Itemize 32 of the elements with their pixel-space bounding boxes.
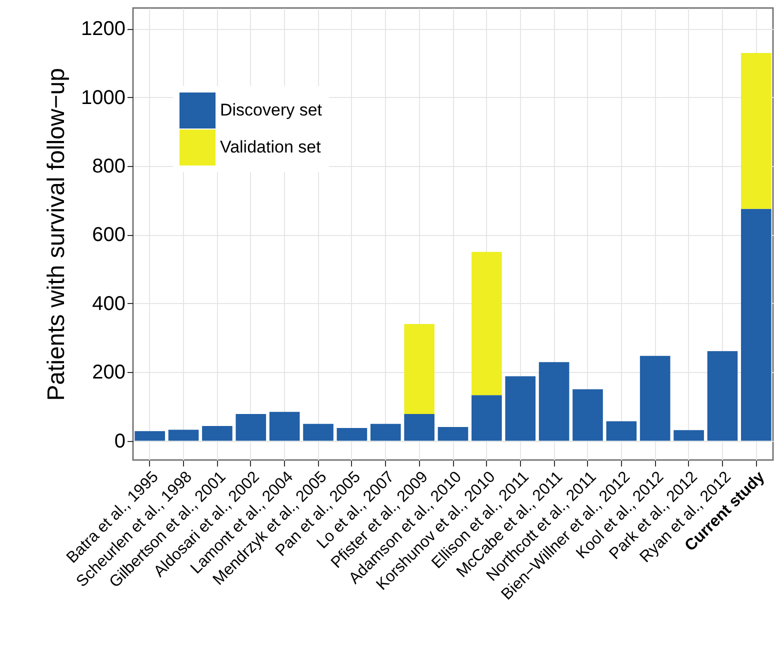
bar <box>572 389 603 441</box>
bar <box>674 430 704 441</box>
legend-label: Validation set <box>220 138 322 156</box>
bar <box>269 412 300 441</box>
bar <box>538 362 570 441</box>
bar <box>303 424 334 441</box>
bar <box>370 424 401 441</box>
y-tick-label: 600 <box>92 224 126 246</box>
bar <box>505 376 536 441</box>
bar <box>404 324 434 414</box>
y-tick-label: 0 <box>114 430 126 452</box>
bar <box>472 252 502 396</box>
bar <box>606 421 637 441</box>
bar <box>438 427 468 441</box>
y-tick-label: 1000 <box>81 86 126 109</box>
bar <box>741 208 772 441</box>
bar <box>168 430 199 441</box>
bar <box>741 52 772 209</box>
bar <box>336 428 368 441</box>
y-tick-label: 200 <box>92 362 126 384</box>
bar <box>202 426 232 441</box>
bar <box>707 351 738 441</box>
bar <box>134 431 165 441</box>
legend-label: Discovery set <box>220 100 322 120</box>
bar <box>404 414 434 441</box>
y-axis-title: Patients with survival follow−up <box>43 68 70 401</box>
y-tick-label: 400 <box>92 292 126 315</box>
bar <box>640 356 670 441</box>
y-tick-label: 800 <box>92 155 126 178</box>
y-tick-label: 1200 <box>81 18 126 40</box>
bar <box>472 395 502 441</box>
bar <box>236 414 266 441</box>
